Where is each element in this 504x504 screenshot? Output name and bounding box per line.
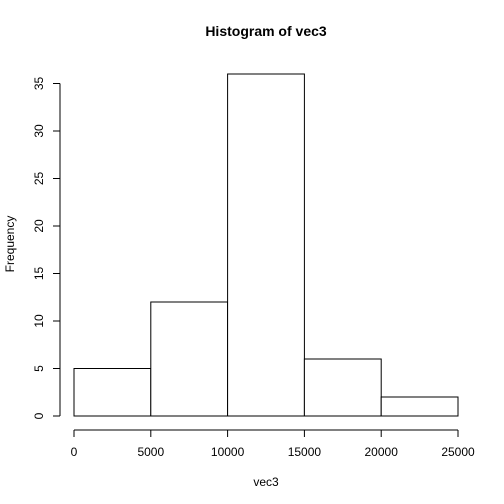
y-tick-label: 15	[32, 267, 46, 281]
y-tick-label: 25	[32, 172, 46, 186]
x-tick-label: 5000	[137, 445, 164, 459]
x-axis: 0 5000 10000 15000 20000 25000	[71, 429, 475, 459]
x-tick-label: 20000	[365, 445, 399, 459]
y-axis-label: Frequency	[3, 216, 17, 273]
chart-title: Histogram of vec3	[205, 23, 327, 39]
x-tick-label: 10000	[211, 445, 245, 459]
x-tick-label: 0	[71, 445, 78, 459]
y-tick-label: 5	[32, 365, 46, 372]
x-axis-label: vec3	[253, 475, 279, 489]
histogram-bar-5	[380, 396, 459, 417]
y-tick-label: 20	[32, 219, 46, 233]
y-tick-label: 0	[32, 412, 46, 419]
histogram-bar-2	[150, 301, 229, 417]
histogram-bar-4	[303, 358, 382, 417]
x-tick-label: 15000	[288, 445, 322, 459]
bars-group	[73, 73, 459, 417]
y-tick-label: 30	[32, 124, 46, 138]
y-axis: 0 5 10 15 20 25 30 35	[32, 77, 61, 419]
y-tick-label: 35	[32, 77, 46, 91]
histogram-bar-3	[227, 73, 305, 417]
y-tick-label: 10	[32, 314, 46, 328]
histogram-bar-1	[73, 368, 152, 417]
x-tick-label: 25000	[441, 445, 475, 459]
